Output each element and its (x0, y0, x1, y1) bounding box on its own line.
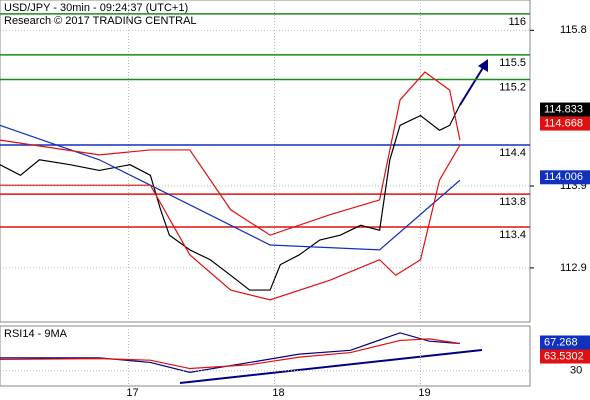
level-label: 113.4 (499, 229, 526, 241)
rsi-title: RSI14 - 9MA (4, 328, 68, 340)
y-tick-label: 115.8 (560, 24, 587, 36)
price-box (540, 102, 590, 117)
chart-subtitle: Research © 2017 TRADING CENTRAL (4, 15, 197, 27)
series-line (0, 144, 461, 301)
series-line (0, 71, 461, 236)
series-line (0, 104, 461, 291)
trend-arrow (459, 65, 485, 106)
price-box (540, 170, 590, 185)
y-tick-label: 112.9 (560, 262, 587, 274)
x-tick-label: 18 (272, 387, 284, 399)
price-box (540, 335, 590, 350)
level-label: 116 (508, 16, 526, 28)
chart-title: USD/JPY - 30min - 09:24:37 (UTC+1) (4, 2, 188, 14)
rsi-trendline (179, 349, 483, 384)
price-box-label: 114.833 (544, 103, 583, 115)
level-label: 114.4 (499, 147, 526, 159)
price-box-label: 63.5302 (544, 350, 584, 362)
level-label: 115.2 (499, 81, 526, 93)
price-box (540, 116, 590, 131)
x-tick-label: 19 (418, 387, 430, 399)
series-line (0, 332, 460, 373)
price-box-label: 114.006 (544, 171, 583, 183)
series-line (0, 338, 461, 370)
level-label: 113.8 (499, 196, 526, 208)
arrow-head (478, 59, 488, 72)
rsi-panel (0, 325, 531, 387)
price-box-label: 114.668 (544, 117, 583, 129)
price-box-label: 67.268 (544, 336, 578, 348)
level-label: 115.5 (499, 57, 526, 69)
x-tick-label: 17 (126, 387, 138, 399)
price-box (540, 349, 590, 364)
y-tick-label: 30 (570, 365, 582, 377)
series-line (0, 124, 461, 251)
